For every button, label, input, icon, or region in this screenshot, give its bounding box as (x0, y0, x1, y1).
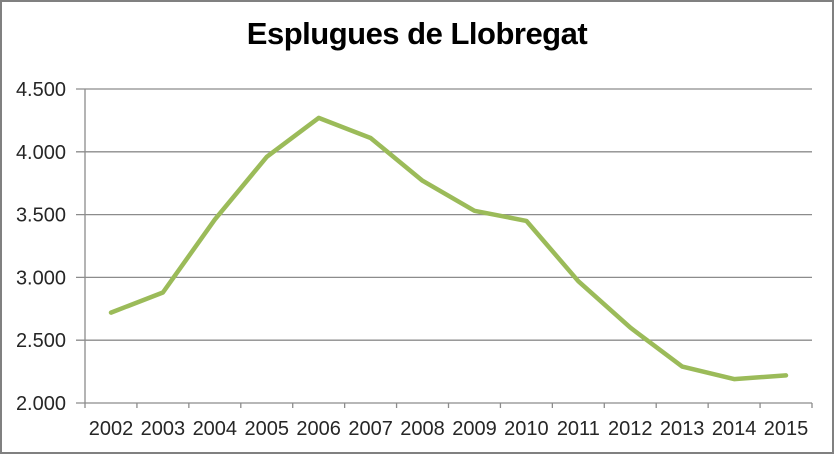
x-axis-tick-label: 2010 (504, 418, 549, 440)
x-axis-tick-label: 2007 (348, 418, 393, 440)
x-axis-tick-label: 2003 (141, 418, 186, 440)
data-series-line (108, 115, 789, 382)
x-axis-tick-label: 2015 (764, 418, 809, 440)
x-axis-tick-label: 2002 (89, 418, 134, 440)
y-axis-tick-label: 4.000 (16, 142, 66, 164)
x-axis-tick-label: 2005 (245, 418, 290, 440)
x-axis-tick-label: 2012 (608, 418, 653, 440)
x-axis-tick-label: 2004 (193, 418, 238, 440)
x-axis-tick-label: 2006 (296, 418, 341, 440)
x-axis-tick-label: 2013 (660, 418, 705, 440)
x-axis-tick-label: 2008 (400, 418, 445, 440)
y-axis-tick-label: 2.500 (16, 330, 66, 352)
y-axis-tick-label: 3.000 (16, 267, 66, 289)
x-axis-tick-label: 2009 (452, 418, 497, 440)
chart-title: Esplugues de Llobregat (246, 16, 588, 51)
y-axis-tick-label: 2.000 (16, 393, 66, 415)
x-axis-tick-label: 2011 (557, 418, 600, 440)
y-axis-tick-label: 4.500 (16, 79, 66, 101)
y-axis-tick-label: 3.500 (16, 205, 66, 227)
x-axis-tick-label: 2014 (712, 418, 757, 440)
